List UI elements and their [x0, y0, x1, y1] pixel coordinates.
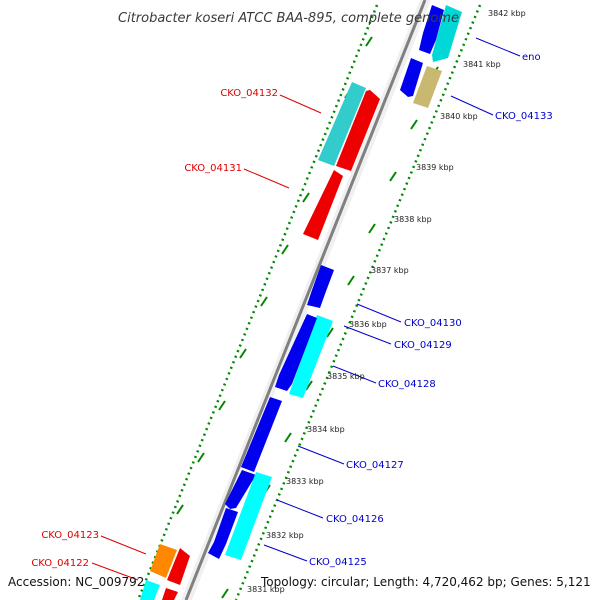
gene-label-cko-04133[interactable]: CKO_04133: [495, 111, 553, 122]
gene-arrow-blue: [419, 5, 444, 54]
gene-arrow-red: [303, 170, 343, 240]
gene-label-cko-04122[interactable]: CKO_04122: [31, 558, 89, 569]
tick-mark: [305, 380, 313, 391]
tick-mark: [389, 171, 397, 182]
leader-line: [243, 168, 290, 189]
gene-arrow-cyan: [432, 5, 462, 62]
gene-arrow-cyan: [289, 315, 333, 398]
gene-label-cko-04127[interactable]: CKO_04127: [346, 460, 404, 471]
leader-line: [91, 562, 139, 581]
gene-label-cko-04131[interactable]: CKO_04131: [184, 163, 242, 174]
tick-label: 3835 kbp: [327, 372, 365, 381]
leader-line: [332, 365, 377, 384]
tick-label: 3838 kbp: [394, 215, 432, 224]
leader-line: [276, 499, 324, 519]
tick-label: 3831 kbp: [247, 585, 285, 594]
gene-arrow-blue: [208, 508, 238, 559]
tick-label: 3834 kbp: [307, 425, 345, 434]
gene-arrow-cyan: [140, 580, 160, 600]
tick-mark: [260, 296, 268, 307]
tick-mark: [281, 244, 289, 255]
leader-line: [343, 325, 392, 345]
gene-arrow-blue: [241, 397, 282, 472]
gene-label-cko-04126[interactable]: CKO_04126: [326, 514, 384, 525]
gene-arrow-blue: [400, 58, 423, 97]
topology-text: Topology: circular; Length: 4,720,462 bp…: [260, 575, 591, 589]
gene-label-cko-04132[interactable]: CKO_04132: [220, 88, 278, 99]
gene-arrow-blue: [225, 470, 256, 509]
gene-label-cko-04123[interactable]: CKO_04123: [41, 530, 99, 541]
map-title: Citrobacter koseri ATCC BAA-895, complet…: [118, 11, 459, 26]
dotted-track-right: [234, 4, 482, 600]
gene-arrow-red: [167, 548, 190, 585]
gene-label-cko-04128[interactable]: CKO_04128: [378, 379, 436, 390]
leader-line: [475, 37, 521, 57]
dotted-track-left: [136, 4, 379, 600]
gene-arrow-tan: [413, 66, 442, 108]
accession-text: Accession: NC_009792: [8, 575, 144, 589]
tick-label: 3840 kbp: [440, 112, 478, 121]
gene-label-cko-04130[interactable]: CKO_04130: [404, 318, 462, 329]
gene-arrow-cyan: [225, 472, 272, 560]
tick-mark: [176, 504, 184, 515]
gene-arrow-red: [336, 90, 380, 171]
gene-arrow-blue: [307, 265, 334, 308]
tick-mark: [347, 275, 355, 286]
tick-label: 3841 kbp: [463, 60, 501, 69]
leader-line: [279, 94, 322, 114]
gene-label-cko-04129[interactable]: CKO_04129: [394, 340, 452, 351]
leader-line: [263, 544, 308, 562]
tick-label: 3836 kbp: [349, 320, 387, 329]
genome-backbone: [184, 0, 427, 600]
tick-mark: [218, 400, 226, 411]
gene-label-eno[interactable]: eno: [522, 52, 541, 63]
gene-arrow-red: [162, 588, 178, 600]
tick-mark: [368, 223, 376, 234]
gene-arrow-cyan: [318, 82, 366, 166]
leader-line: [100, 535, 147, 555]
tick-mark: [410, 119, 418, 130]
tick-mark: [197, 452, 205, 463]
leader-line: [297, 445, 345, 465]
tick-mark: [221, 588, 229, 599]
tick-label: 3833 kbp: [286, 477, 324, 486]
tick-mark: [302, 192, 310, 203]
gene-arrow-orange: [150, 544, 177, 578]
leader-line: [356, 303, 402, 323]
tick-mark: [326, 327, 334, 338]
tick-mark: [239, 348, 247, 359]
gene-label-cko-04125[interactable]: CKO_04125: [309, 557, 367, 568]
tick-label: 3837 kbp: [371, 266, 409, 275]
tick-label: 3832 kbp: [266, 531, 304, 540]
gene-arrow-blue: [275, 314, 317, 391]
tick-label: 3839 kbp: [416, 163, 454, 172]
tick-mark: [284, 432, 292, 443]
tick-label: 3842 kbp: [488, 9, 526, 18]
tick-mark: [365, 36, 373, 47]
leader-line: [450, 95, 494, 116]
